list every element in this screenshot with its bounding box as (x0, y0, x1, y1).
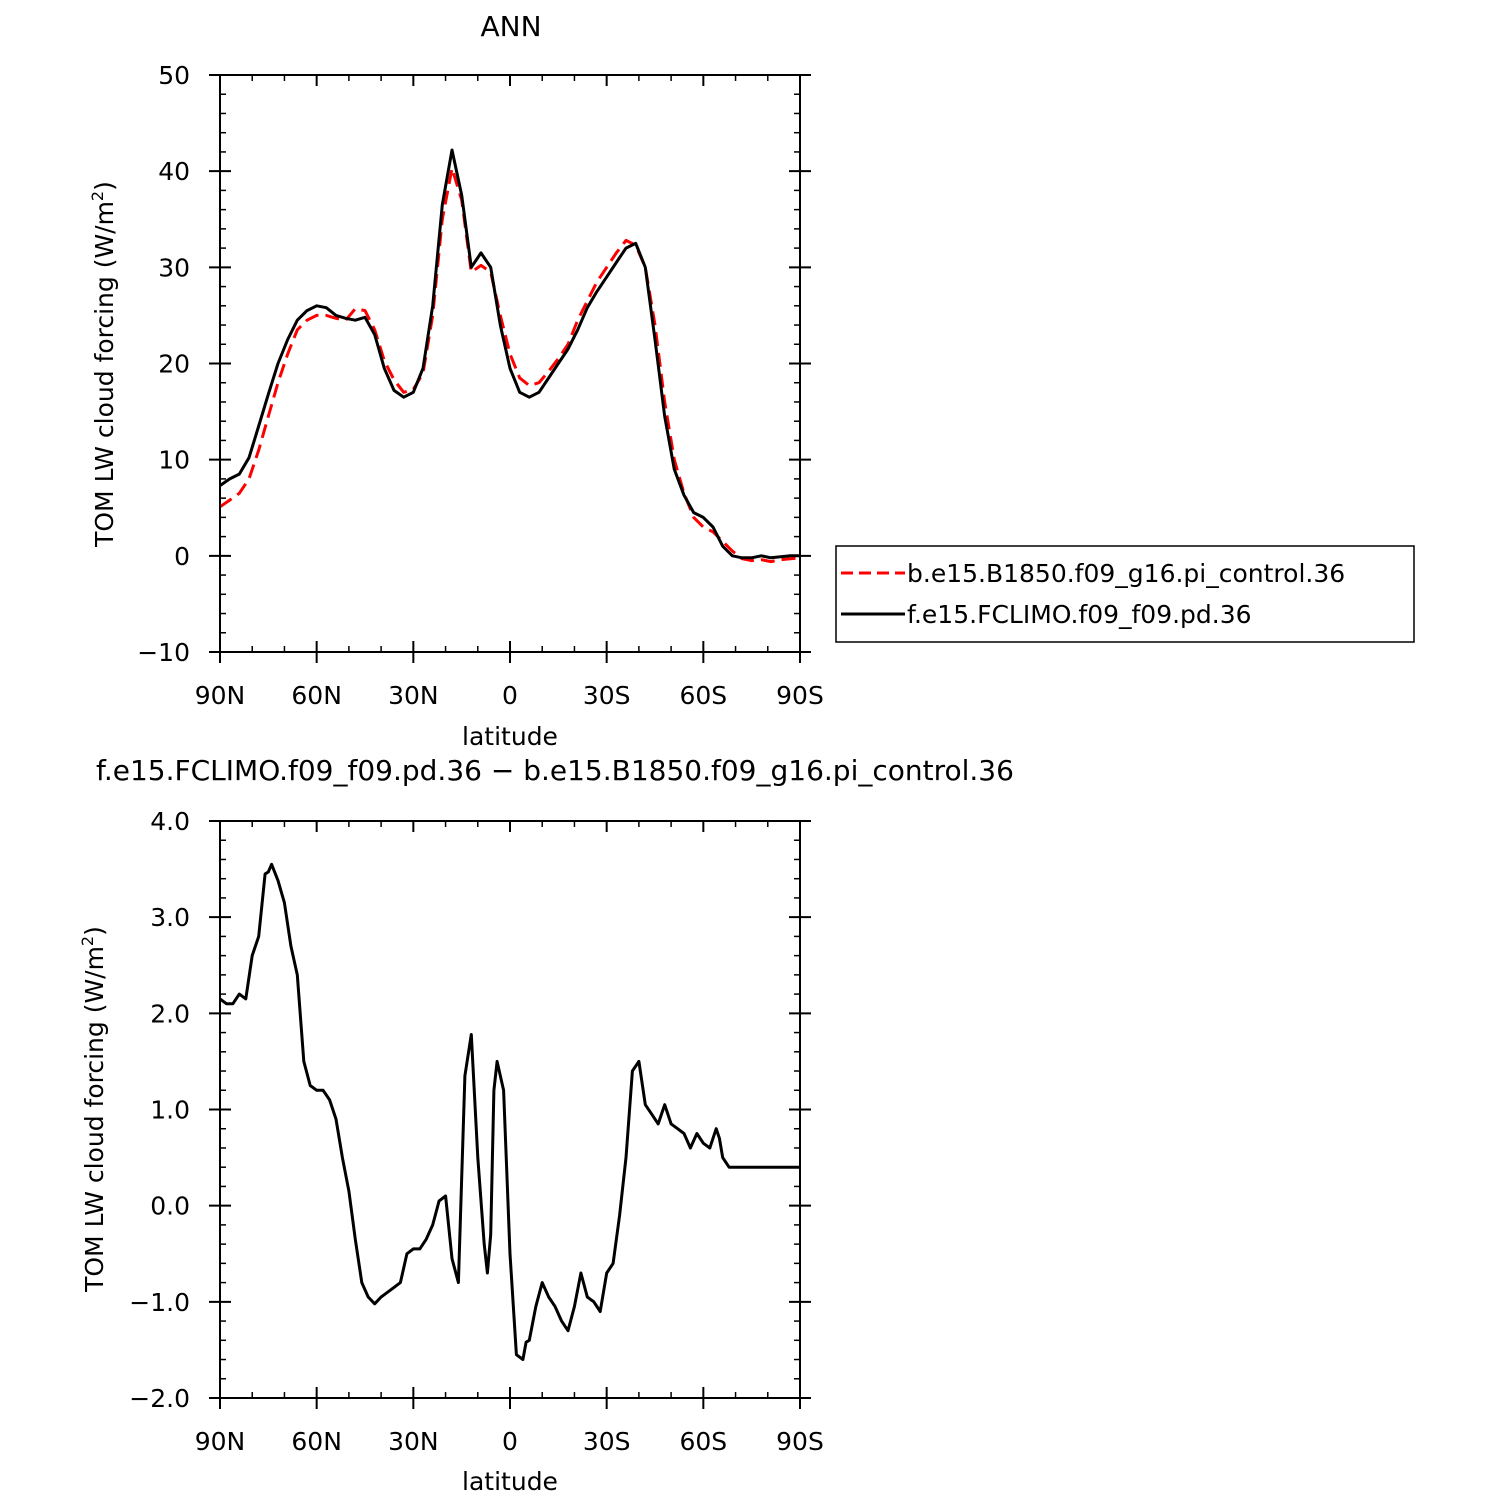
bottom-chart-title: f.e15.FCLIMO.f09_f09.pd.36 − b.e15.B1850… (96, 754, 1014, 787)
y-tick-label: −10 (137, 638, 190, 667)
y-tick-label: 3.0 (150, 903, 190, 932)
legend-box (835, 545, 1415, 643)
x-tick-label: 60N (291, 1427, 342, 1456)
x-tick-label: 90S (776, 681, 824, 710)
top-chart-ticks: 90N 60N 30N 0 30S 60S 90S −10 0 10 20 30 40 50 (137, 61, 824, 710)
top-x-axis-title: latitude (462, 722, 558, 751)
bottom-x-axis-title: latitude (462, 1467, 558, 1496)
y-tick-label: 2.0 (150, 999, 190, 1028)
bottom-panel: f.e15.FCLIMO.f09_f09.pd.36 − b.e15.B1850… (78, 754, 1014, 1496)
y-tick-label: 1.0 (150, 1096, 190, 1125)
x-tick-label: 30S (583, 1427, 631, 1456)
x-tick-label: 0 (502, 681, 518, 710)
y-tick-label: −1.0 (129, 1288, 190, 1317)
bottom-y-axis-title: TOM LW cloud forcing (W/m2) (78, 926, 109, 1293)
bottom-chart-ticks: 90N 60N 30N 0 30S 60S 90S −2.0 −1.0 0.0 1.0 2.0 3.0 4… (129, 807, 824, 1456)
bottom-chart-series (219, 862, 800, 1361)
x-tick-label: 0 (502, 1427, 518, 1456)
x-tick-label: 60S (679, 681, 727, 710)
y-tick-label: 0.0 (150, 1192, 190, 1221)
top-panel: ANN 90N 60N 30N 0 30S 60S 90S −10 0 10 20 30 40 50 la… (88, 10, 1415, 751)
x-tick-label: 60S (679, 1427, 727, 1456)
x-tick-label: 30N (388, 1427, 439, 1456)
y-tick-label: 10 (158, 446, 190, 475)
x-tick-label: 90S (776, 1427, 824, 1456)
y-tick-label: 40 (158, 157, 190, 186)
x-tick-label: 30N (388, 681, 439, 710)
series-line-2 (219, 148, 800, 560)
series-line-1 (219, 166, 801, 564)
x-tick-label: 30S (583, 681, 631, 710)
y-tick-label: 20 (158, 350, 190, 379)
y-tick-label: 30 (158, 253, 190, 282)
x-tick-label: 90N (195, 681, 246, 710)
legend-label-2: f.e15.FCLIMO.f09_f09.pd.36 (907, 600, 1252, 629)
top-plot-frame (219, 74, 801, 653)
x-tick-label: 90N (195, 1427, 246, 1456)
y-tick-label: 0 (174, 542, 190, 571)
top-y-axis-title: TOM LW cloud forcing (W/m2) (88, 181, 119, 548)
legend: b.e15.B1850.f09_g16.pi_control.36 f.e15.… (835, 545, 1415, 643)
y-tick-label: 50 (158, 61, 190, 90)
x-tick-label: 60N (291, 681, 342, 710)
legend-label-1: b.e15.B1850.f09_g16.pi_control.36 (907, 559, 1345, 588)
y-tick-label: −2.0 (129, 1384, 190, 1413)
top-chart-series (219, 148, 801, 564)
series-line-1 (219, 862, 800, 1361)
y-tick-label: 4.0 (150, 807, 190, 836)
bottom-plot-frame (219, 820, 801, 1399)
top-chart-title: ANN (480, 10, 541, 43)
